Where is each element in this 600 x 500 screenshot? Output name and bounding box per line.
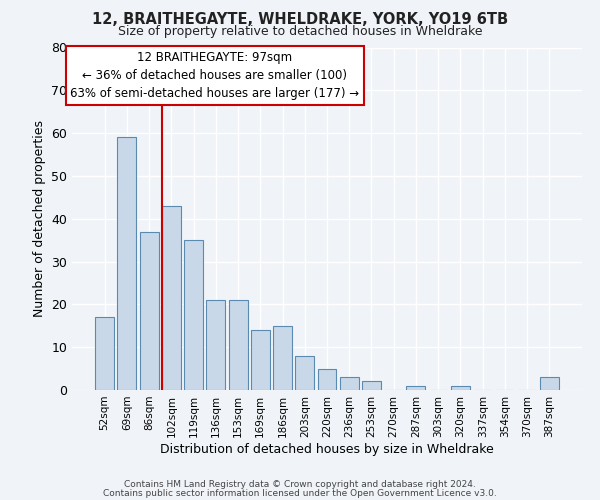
Bar [251,330,270,390]
Y-axis label: Number of detached properties: Number of detached properties [32,120,46,318]
Bar [118,138,136,390]
Bar [317,368,337,390]
Text: Size of property relative to detached houses in Wheldrake: Size of property relative to detached ho… [118,25,482,38]
Bar [362,382,381,390]
Bar [451,386,470,390]
Bar [140,232,158,390]
Text: 12, BRAITHEGAYTE, WHELDRAKE, YORK, YO19 6TB: 12, BRAITHEGAYTE, WHELDRAKE, YORK, YO19 … [92,12,508,28]
Bar [206,300,225,390]
Bar [540,377,559,390]
Text: 12 BRAITHEGAYTE: 97sqm
← 36% of detached houses are smaller (100)
63% of semi-de: 12 BRAITHEGAYTE: 97sqm ← 36% of detached… [70,51,359,100]
Text: Contains HM Land Registry data © Crown copyright and database right 2024.: Contains HM Land Registry data © Crown c… [124,480,476,489]
Bar [340,377,359,390]
Bar [95,317,114,390]
Bar [295,356,314,390]
Text: Contains public sector information licensed under the Open Government Licence v3: Contains public sector information licen… [103,488,497,498]
X-axis label: Distribution of detached houses by size in Wheldrake: Distribution of detached houses by size … [160,442,494,456]
Bar [184,240,203,390]
Bar [229,300,248,390]
Bar [162,206,181,390]
Bar [406,386,425,390]
Bar [273,326,292,390]
